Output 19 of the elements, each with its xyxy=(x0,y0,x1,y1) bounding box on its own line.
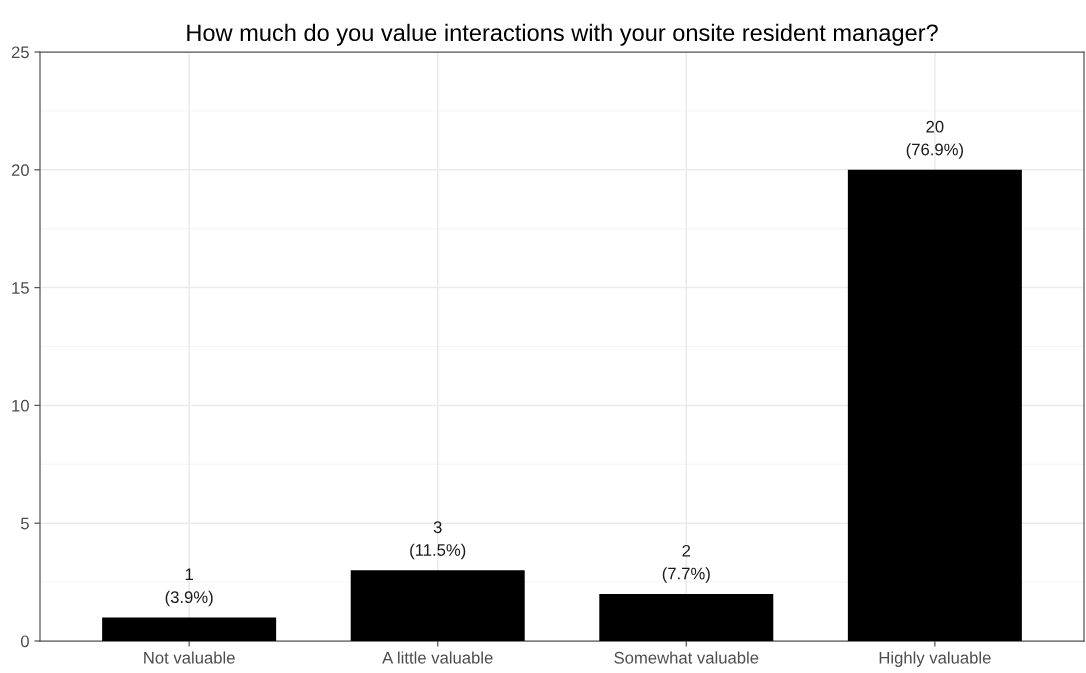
x-tick-label: Somewhat valuable xyxy=(614,651,759,664)
y-tick-label: 10 xyxy=(12,399,29,412)
y-tick-label: 20 xyxy=(11,164,29,176)
bar xyxy=(102,617,277,641)
y-tick-label: 5 xyxy=(20,517,29,530)
chart-title: How much do you value interactions with your onsite resident manager? xyxy=(187,23,938,46)
y-tick-label: 15 xyxy=(12,282,29,294)
bar xyxy=(847,169,1022,641)
bar xyxy=(350,570,525,641)
data-label: 1 (3.9%) xyxy=(165,568,213,607)
bar xyxy=(599,593,774,641)
data-label: 2 (7.7%) xyxy=(662,544,710,583)
y-tick-label: 25 xyxy=(11,46,29,59)
y-tick-label: 0 xyxy=(20,635,29,648)
data-label: 20 (76.9%) xyxy=(906,120,963,159)
data-label: 3 (11.5%) xyxy=(410,521,466,560)
x-tick-label: Not valuable xyxy=(144,651,235,664)
x-tick-label: Highly valuable xyxy=(879,651,991,667)
x-tick-label: A little valuable xyxy=(382,651,493,664)
